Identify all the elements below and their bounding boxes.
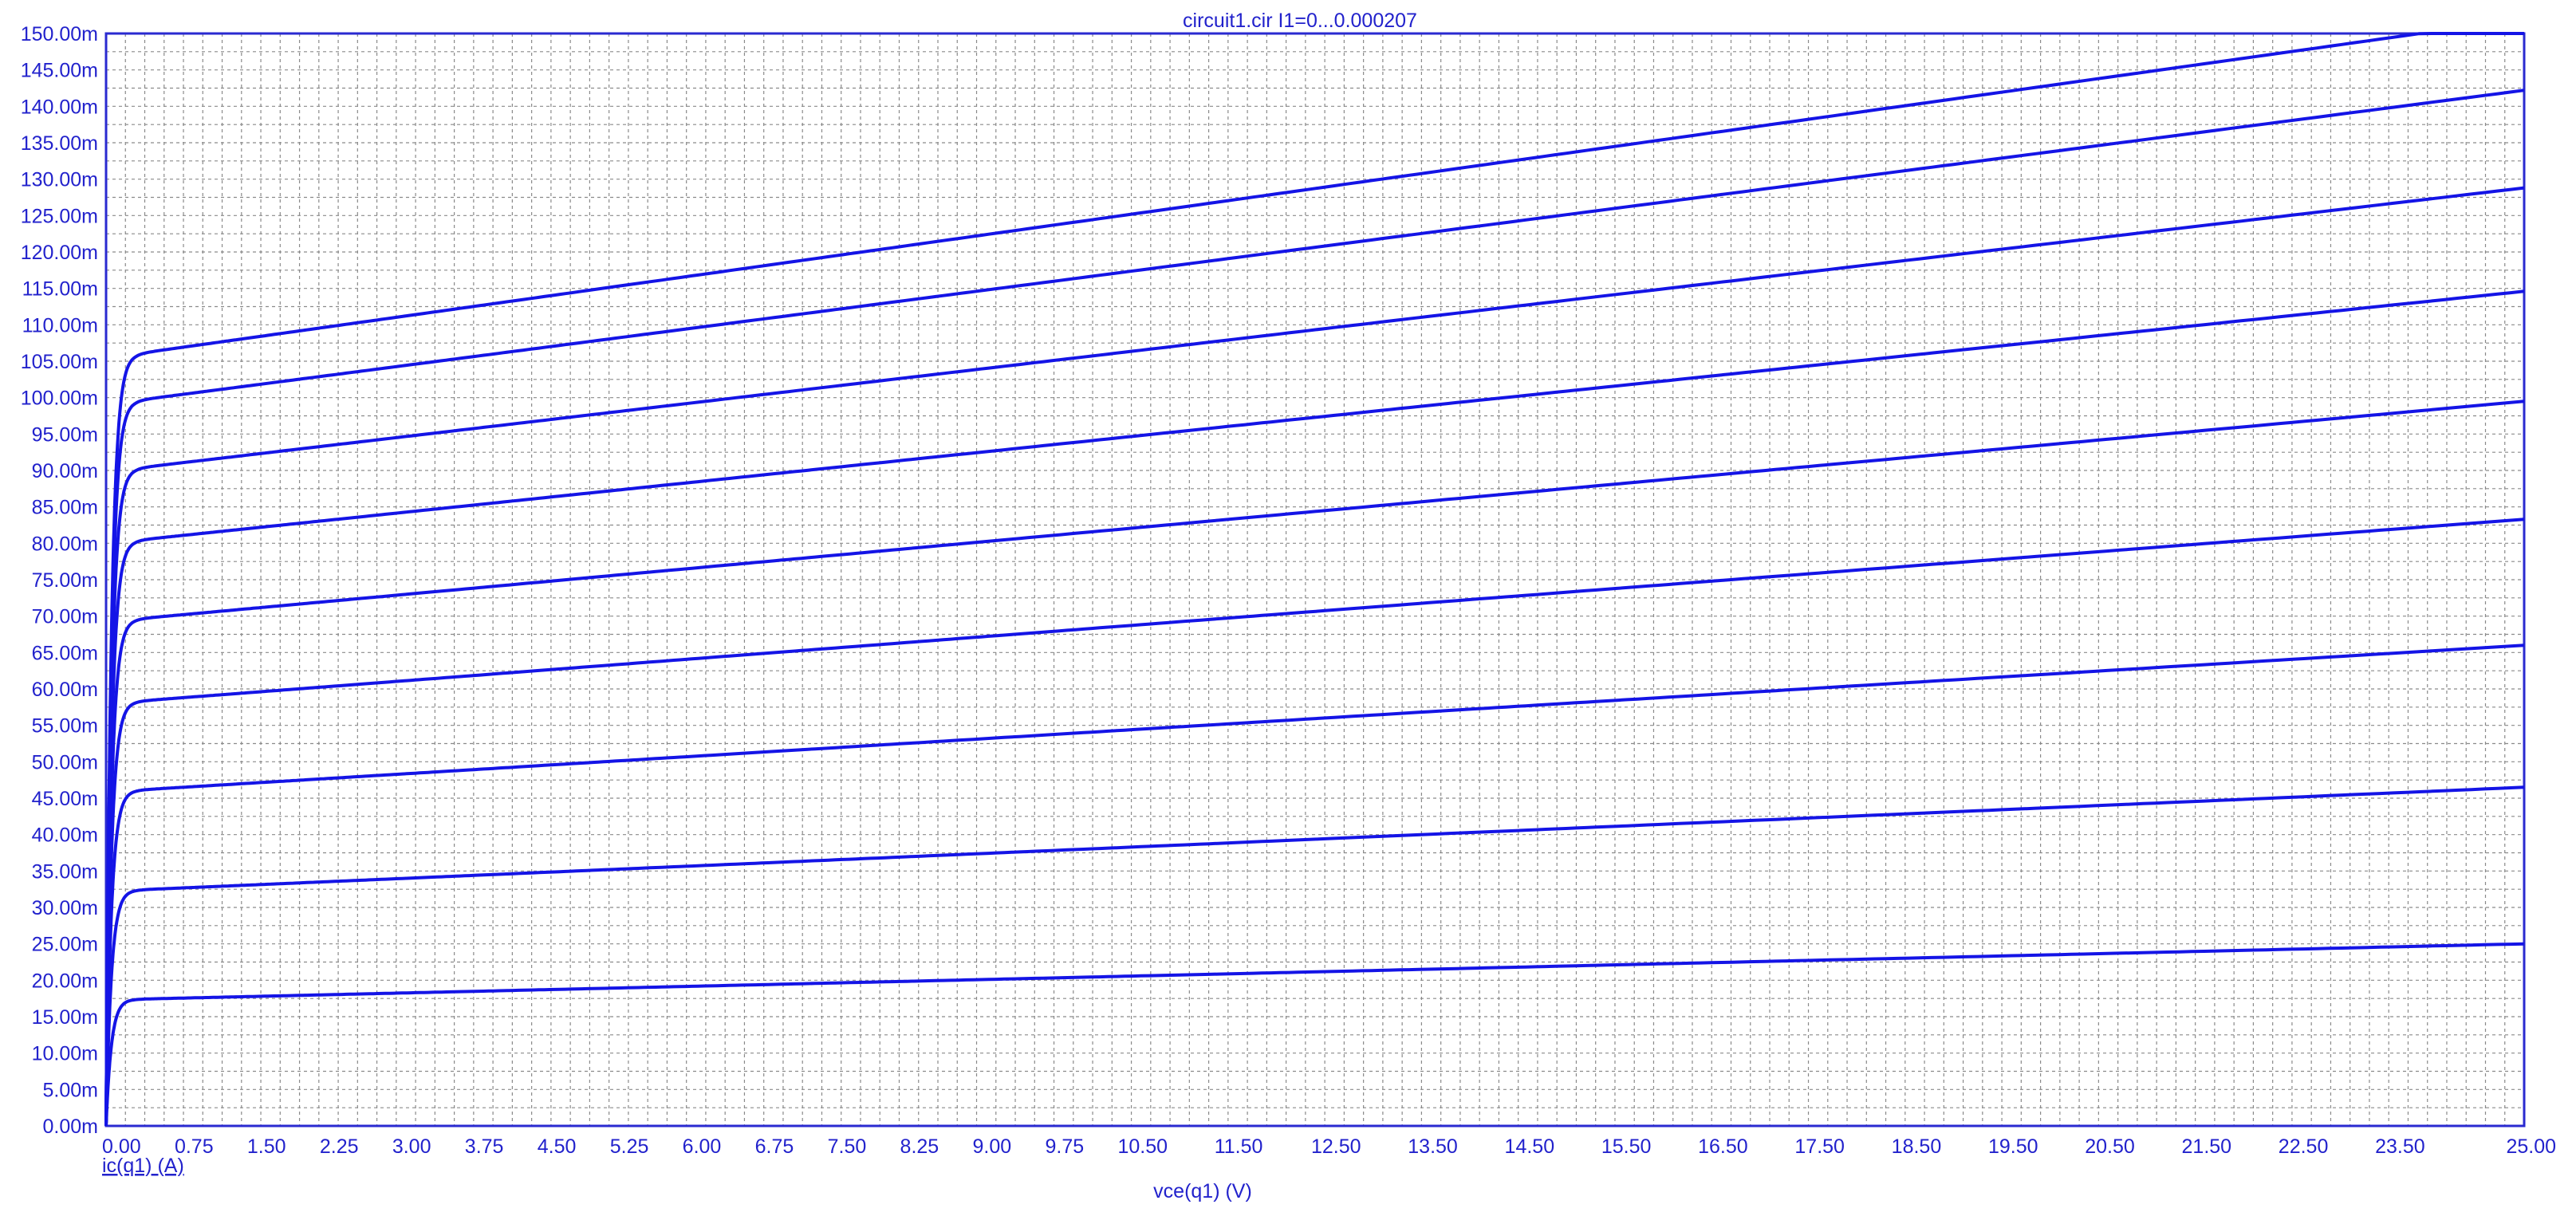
y-tick-label: 105.00m [21,351,98,373]
y-tick-label: 95.00m [32,423,98,446]
x-tick-label: 9.75 [1045,1135,1084,1158]
x-tick-label: 10.50 [1117,1135,1168,1158]
y-tick-label: 140.00m [21,96,98,118]
x-tick-label: 6.00 [683,1135,722,1158]
x-tick-label: 0.75 [175,1135,214,1158]
x-tick-label: 18.50 [1892,1135,1942,1158]
series-line [104,643,2525,1126]
x-tick-label: 2.25 [320,1135,359,1158]
x-tick-labels: 0.00 0.75 1.50 2.25 3.00 3.75 4.50 5.25 6.00 6.75… [102,1135,2556,1158]
y-tick-label: 135.00m [21,132,98,155]
y-tick-label: 15.00m [32,1006,98,1029]
y-axis-label[interactable]: ic(q1) (A) [102,1155,184,1177]
x-tick-label: 3.75 [465,1135,504,1158]
x-tick-label: 12.50 [1311,1135,1361,1158]
x-tick-label: 7.50 [828,1135,867,1158]
series-line [104,289,2525,1126]
series-line [104,399,2525,1126]
series-line [104,186,2525,1126]
series-line [104,785,2525,1126]
plot-frame [104,32,2526,1128]
y-tick-label: 5.00m [43,1079,98,1101]
y-tick-label: 60.00m [32,679,98,701]
x-tick-label: 14.50 [1505,1135,1555,1158]
y-tick-label: 40.00m [32,824,98,847]
y-tick-label: 50.00m [32,751,98,773]
x-tick-label: 8.25 [900,1135,939,1158]
axes [104,32,2526,1128]
x-tick-label: 11.50 [1215,1135,1263,1158]
y-tick-label: 75.00m [32,569,98,592]
x-tick-label: 23.50 [2375,1135,2425,1158]
x-tick-label: 16.50 [1698,1135,1748,1158]
y-tick-labels: 0.00m 5.00m 10.00m 15.00m 20.00m 25.00m 30.00m… [21,23,98,1138]
series-line [104,518,2525,1126]
x-tick-label: 0.00 [102,1135,141,1158]
y-tick-label: 115.00m [22,278,98,301]
x-tick-label: 20.50 [2085,1135,2135,1158]
x-axis-label: vce(q1) (V) [1153,1180,1252,1202]
x-tick-label: 1.50 [247,1135,286,1158]
y-tick-label: 30.00m [32,897,98,919]
y-tick-label: 25.00m [32,934,98,956]
x-tick-label: 4.50 [538,1135,577,1158]
y-tick-label: 130.00m [21,169,98,191]
x-tick-label: 19.50 [1988,1135,2038,1158]
y-tick-label: 145.00m [21,60,98,82]
y-tick-label: 125.00m [21,205,98,227]
y-tick-label: 85.00m [32,497,98,519]
x-tick-label: 9.00 [973,1135,1012,1158]
x-tick-label: 25.00 [2506,1135,2556,1158]
chart-title: circuit1.cir I1=0...0.000207 [1183,10,1417,32]
series-line [104,32,2524,1126]
x-tick-label: 15.50 [1601,1135,1652,1158]
y-tick-label: 65.00m [32,642,98,664]
y-tick-label: 110.00m [22,314,98,336]
y-tick-label: 10.00m [32,1043,98,1065]
y-tick-label: 70.00m [32,606,98,628]
x-tick-label: 3.00 [392,1135,431,1158]
y-tick-label: 45.00m [32,788,98,810]
series-line [104,942,2525,1126]
y-tick-label: 0.00m [43,1116,98,1138]
y-tick-label: 120.00m [21,242,98,264]
x-tick-label: 13.50 [1408,1135,1458,1158]
series-line [104,89,2525,1126]
x-tick-label: 17.50 [1794,1135,1845,1158]
y-tick-label: 55.00m [32,715,98,738]
x-tick-label: 21.50 [2182,1135,2232,1158]
x-tick-label: 5.25 [610,1135,649,1158]
y-tick-label: 80.00m [32,533,98,555]
x-tick-label: 6.75 [755,1135,794,1158]
y-tick-label: 20.00m [32,970,98,992]
series-group [104,32,2525,1126]
y-tick-label: 35.00m [32,860,98,883]
x-tick-label: 22.50 [2279,1135,2329,1158]
y-tick-label: 90.00m [32,460,98,482]
grid [106,33,2524,1126]
y-tick-label: 150.00m [21,23,98,45]
y-tick-label: 100.00m [21,388,98,410]
